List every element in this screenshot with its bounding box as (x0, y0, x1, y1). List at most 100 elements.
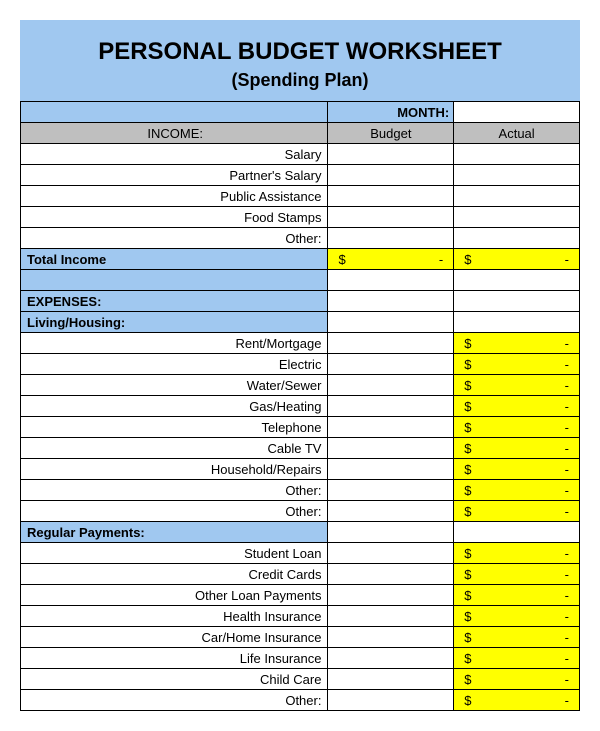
income-row: Food Stamps (21, 207, 580, 228)
income-actual-cell[interactable] (454, 228, 580, 249)
income-item-label: Salary (21, 144, 328, 165)
expense-row: Other: $- (21, 690, 580, 711)
expenses-header: EXPENSES: (21, 291, 328, 312)
income-actual-cell[interactable] (454, 186, 580, 207)
expense-row: Health Insurance $- (21, 606, 580, 627)
expense-label: Car/Home Insurance (21, 627, 328, 648)
worksheet-subtitle: (Spending Plan) (20, 70, 580, 101)
expense-budget-cell[interactable] (328, 438, 454, 459)
expense-actual-cell: $- (454, 438, 580, 459)
expense-label: Other: (21, 501, 328, 522)
expense-actual-cell: $- (454, 690, 580, 711)
income-item-label: Public Assistance (21, 186, 328, 207)
expense-budget-cell[interactable] (328, 627, 454, 648)
expense-budget-cell[interactable] (328, 354, 454, 375)
expense-row: Cable TV $- (21, 438, 580, 459)
expense-budget-cell[interactable] (328, 606, 454, 627)
expense-label: Health Insurance (21, 606, 328, 627)
expense-label: Rent/Mortgage (21, 333, 328, 354)
income-actual-cell[interactable] (454, 165, 580, 186)
expense-actual-cell: $- (454, 585, 580, 606)
expense-budget-cell[interactable] (328, 417, 454, 438)
expense-label: Student Loan (21, 543, 328, 564)
income-row: Salary (21, 144, 580, 165)
month-value[interactable] (454, 102, 580, 123)
expense-budget-cell[interactable] (328, 543, 454, 564)
expense-row: Telephone $- (21, 417, 580, 438)
expense-label: Other: (21, 690, 328, 711)
expense-actual-cell: $- (454, 480, 580, 501)
expense-label: Water/Sewer (21, 375, 328, 396)
expense-budget-cell[interactable] (328, 396, 454, 417)
expense-actual-cell: $- (454, 333, 580, 354)
expense-row: Car/Home Insurance $- (21, 627, 580, 648)
expense-row: Child Care $- (21, 669, 580, 690)
month-row: MONTH: (21, 102, 580, 123)
expense-budget-cell[interactable] (328, 480, 454, 501)
expense-row: Other: $- (21, 480, 580, 501)
expense-label: Other: (21, 480, 328, 501)
income-item-label: Partner's Salary (21, 165, 328, 186)
budget-column-header: Budget (328, 123, 454, 144)
expense-actual-cell: $- (454, 606, 580, 627)
regular-header-row: Regular Payments: (21, 522, 580, 543)
expense-actual-cell: $- (454, 417, 580, 438)
expense-row: Household/Repairs $- (21, 459, 580, 480)
expense-row: Water/Sewer $- (21, 375, 580, 396)
expense-actual-cell: $- (454, 501, 580, 522)
expense-row: Student Loan $- (21, 543, 580, 564)
income-actual-cell[interactable] (454, 144, 580, 165)
income-actual-cell[interactable] (454, 207, 580, 228)
expense-actual-cell: $- (454, 459, 580, 480)
income-budget-cell[interactable] (328, 207, 454, 228)
budget-table: MONTH: INCOME: Budget Actual Salary Part… (20, 101, 580, 711)
actual-column-header: Actual (454, 123, 580, 144)
expense-row: Other: $- (21, 501, 580, 522)
total-income-row: Total Income $- $- (21, 249, 580, 270)
expense-actual-cell: $- (454, 354, 580, 375)
expense-row: Other Loan Payments $- (21, 585, 580, 606)
expense-actual-cell: $- (454, 627, 580, 648)
income-budget-cell[interactable] (328, 165, 454, 186)
spacer-row (21, 270, 580, 291)
expense-budget-cell[interactable] (328, 564, 454, 585)
worksheet-title: PERSONAL BUDGET WORKSHEET (20, 20, 580, 70)
expense-row: Life Insurance $- (21, 648, 580, 669)
expense-budget-cell[interactable] (328, 375, 454, 396)
income-budget-cell[interactable] (328, 186, 454, 207)
income-budget-cell[interactable] (328, 228, 454, 249)
expense-budget-cell[interactable] (328, 669, 454, 690)
expense-row: Electric $- (21, 354, 580, 375)
expense-budget-cell[interactable] (328, 333, 454, 354)
expense-label: Telephone (21, 417, 328, 438)
column-header-row: INCOME: Budget Actual (21, 123, 580, 144)
expense-row: Rent/Mortgage $- (21, 333, 580, 354)
expense-budget-cell[interactable] (328, 690, 454, 711)
expense-actual-cell: $- (454, 669, 580, 690)
expense-row: Credit Cards $- (21, 564, 580, 585)
regular-header: Regular Payments: (21, 522, 328, 543)
total-income-actual: $- (454, 249, 580, 270)
expense-label: Credit Cards (21, 564, 328, 585)
budget-worksheet: PERSONAL BUDGET WORKSHEET (Spending Plan… (20, 20, 580, 711)
expense-row: Gas/Heating $- (21, 396, 580, 417)
expense-actual-cell: $- (454, 543, 580, 564)
expense-label: Other Loan Payments (21, 585, 328, 606)
income-section-header: INCOME: (21, 123, 328, 144)
expense-label: Gas/Heating (21, 396, 328, 417)
month-label: MONTH: (328, 102, 454, 123)
expense-actual-cell: $- (454, 375, 580, 396)
expense-label: Cable TV (21, 438, 328, 459)
living-header: Living/Housing: (21, 312, 328, 333)
expense-budget-cell[interactable] (328, 501, 454, 522)
income-item-label: Food Stamps (21, 207, 328, 228)
expense-label: Household/Repairs (21, 459, 328, 480)
expense-actual-cell: $- (454, 564, 580, 585)
expense-budget-cell[interactable] (328, 585, 454, 606)
income-budget-cell[interactable] (328, 144, 454, 165)
total-income-label: Total Income (21, 249, 328, 270)
expense-budget-cell[interactable] (328, 459, 454, 480)
expense-label: Life Insurance (21, 648, 328, 669)
expense-label: Electric (21, 354, 328, 375)
expense-budget-cell[interactable] (328, 648, 454, 669)
